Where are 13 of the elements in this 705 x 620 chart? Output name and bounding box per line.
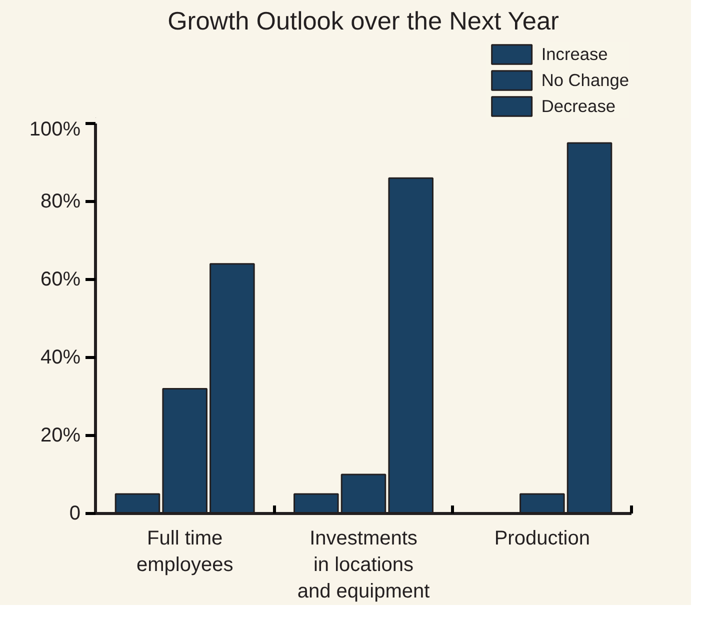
y-tick-label: 100%: [29, 118, 81, 140]
legend-label: No Change: [541, 70, 629, 90]
y-tick-label: 20%: [40, 424, 81, 446]
y-tick-label: 0: [69, 502, 80, 524]
legend-label: Increase: [541, 44, 608, 64]
y-tick-label: 60%: [40, 268, 81, 290]
y-tick-label: 40%: [40, 346, 81, 368]
x-tick-label: Full time employees: [136, 528, 234, 576]
legend-label: Decrease: [541, 96, 616, 116]
x-tick-label: Production: [494, 528, 590, 550]
y-tick-label: 80%: [40, 190, 81, 212]
chart-title: Growth Outlook over the Next Year: [168, 8, 560, 36]
x-tick-label: Investments in locations and equipment: [297, 528, 430, 602]
